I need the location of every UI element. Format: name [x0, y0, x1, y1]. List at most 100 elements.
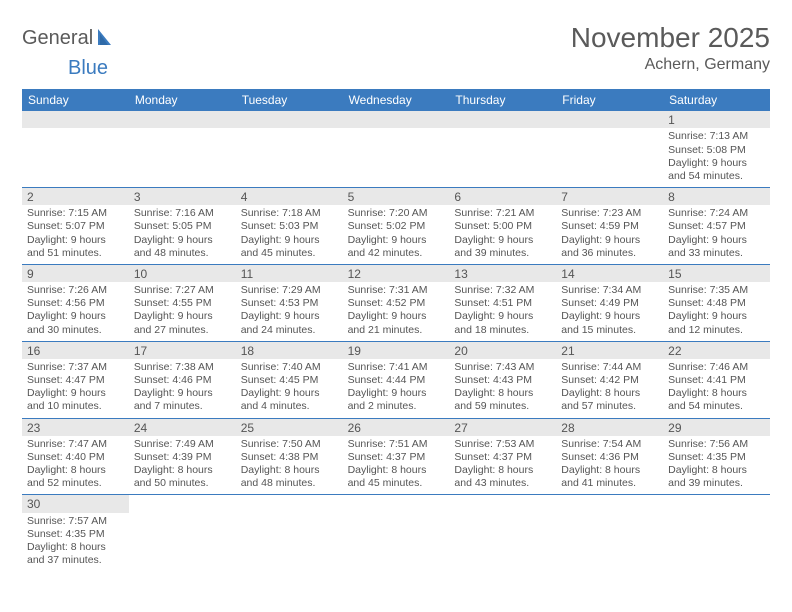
day-details [343, 511, 450, 563]
day-cell: 2Sunrise: 7:15 AMSunset: 5:07 PMDaylight… [22, 188, 129, 264]
daylight-text-1: Daylight: 9 hours [561, 310, 658, 323]
sunset-text: Sunset: 4:52 PM [348, 297, 445, 310]
day-cell: 4Sunrise: 7:18 AMSunset: 5:03 PMDaylight… [236, 188, 343, 264]
sunrise-text: Sunrise: 7:53 AM [454, 438, 551, 451]
sunrise-text: Sunrise: 7:13 AM [668, 130, 765, 143]
daylight-text-1: Daylight: 9 hours [348, 234, 445, 247]
day-number: 25 [236, 419, 343, 436]
day-details: Sunrise: 7:57 AMSunset: 4:35 PMDaylight:… [22, 513, 129, 572]
day-number: 11 [236, 265, 343, 282]
sunset-text: Sunset: 5:02 PM [348, 220, 445, 233]
daylight-text-2: and 52 minutes. [27, 477, 124, 490]
daylight-text-2: and 7 minutes. [134, 400, 231, 413]
day-details [343, 128, 450, 180]
daylight-text-2: and 18 minutes. [454, 324, 551, 337]
weekday-header: Sunday Monday Tuesday Wednesday Thursday… [22, 89, 770, 111]
sunrise-text: Sunrise: 7:24 AM [668, 207, 765, 220]
sunrise-text: Sunrise: 7:31 AM [348, 284, 445, 297]
day-details: Sunrise: 7:54 AMSunset: 4:36 PMDaylight:… [556, 436, 663, 495]
day-details: Sunrise: 7:37 AMSunset: 4:47 PMDaylight:… [22, 359, 129, 418]
sunrise-text: Sunrise: 7:57 AM [27, 515, 124, 528]
day-details [449, 128, 556, 180]
day-number [449, 111, 556, 128]
sunset-text: Sunset: 4:51 PM [454, 297, 551, 310]
day-details: Sunrise: 7:47 AMSunset: 4:40 PMDaylight:… [22, 436, 129, 495]
daylight-text-2: and 51 minutes. [27, 247, 124, 260]
sunset-text: Sunset: 4:53 PM [241, 297, 338, 310]
day-details: Sunrise: 7:15 AMSunset: 5:07 PMDaylight:… [22, 205, 129, 264]
daylight-text-1: Daylight: 8 hours [561, 464, 658, 477]
sunset-text: Sunset: 4:42 PM [561, 374, 658, 387]
day-number: 6 [449, 188, 556, 205]
day-number: 3 [129, 188, 236, 205]
day-details: Sunrise: 7:56 AMSunset: 4:35 PMDaylight:… [663, 436, 770, 495]
day-number: 7 [556, 188, 663, 205]
sunrise-text: Sunrise: 7:47 AM [27, 438, 124, 451]
daylight-text-2: and 48 minutes. [134, 247, 231, 260]
sunset-text: Sunset: 4:49 PM [561, 297, 658, 310]
daylight-text-2: and 39 minutes. [668, 477, 765, 490]
sunrise-text: Sunrise: 7:21 AM [454, 207, 551, 220]
day-details: Sunrise: 7:24 AMSunset: 4:57 PMDaylight:… [663, 205, 770, 264]
empty-cell [22, 111, 129, 187]
day-details [22, 128, 129, 180]
day-number: 22 [663, 342, 770, 359]
day-cell: 11Sunrise: 7:29 AMSunset: 4:53 PMDayligh… [236, 265, 343, 341]
sunset-text: Sunset: 4:47 PM [27, 374, 124, 387]
day-cell: 14Sunrise: 7:34 AMSunset: 4:49 PMDayligh… [556, 265, 663, 341]
week-row: 16Sunrise: 7:37 AMSunset: 4:47 PMDayligh… [22, 342, 770, 419]
daylight-text-1: Daylight: 9 hours [134, 234, 231, 247]
daylight-text-2: and 21 minutes. [348, 324, 445, 337]
daylight-text-2: and 39 minutes. [454, 247, 551, 260]
logo-text-general: General [22, 28, 93, 48]
day-number: 10 [129, 265, 236, 282]
day-details: Sunrise: 7:34 AMSunset: 4:49 PMDaylight:… [556, 282, 663, 341]
sunrise-text: Sunrise: 7:51 AM [348, 438, 445, 451]
daylight-text-2: and 57 minutes. [561, 400, 658, 413]
day-cell: 16Sunrise: 7:37 AMSunset: 4:47 PMDayligh… [22, 342, 129, 418]
sunset-text: Sunset: 4:43 PM [454, 374, 551, 387]
empty-cell [449, 495, 556, 571]
daylight-text-1: Daylight: 9 hours [241, 310, 338, 323]
day-details: Sunrise: 7:50 AMSunset: 4:38 PMDaylight:… [236, 436, 343, 495]
day-cell: 25Sunrise: 7:50 AMSunset: 4:38 PMDayligh… [236, 419, 343, 495]
empty-cell [343, 111, 450, 187]
daylight-text-2: and 15 minutes. [561, 324, 658, 337]
day-details: Sunrise: 7:51 AMSunset: 4:37 PMDaylight:… [343, 436, 450, 495]
day-number [236, 111, 343, 128]
daylight-text-1: Daylight: 9 hours [27, 234, 124, 247]
daylight-text-1: Daylight: 8 hours [668, 464, 765, 477]
location-label: Achern, Germany [571, 56, 770, 74]
daylight-text-1: Daylight: 9 hours [668, 157, 765, 170]
day-details: Sunrise: 7:44 AMSunset: 4:42 PMDaylight:… [556, 359, 663, 418]
empty-cell [343, 495, 450, 571]
day-details [449, 511, 556, 563]
day-number [129, 495, 236, 511]
day-number [556, 495, 663, 511]
sunrise-text: Sunrise: 7:15 AM [27, 207, 124, 220]
empty-cell [236, 495, 343, 571]
day-cell: 27Sunrise: 7:53 AMSunset: 4:37 PMDayligh… [449, 419, 556, 495]
day-number [236, 495, 343, 511]
day-cell: 22Sunrise: 7:46 AMSunset: 4:41 PMDayligh… [663, 342, 770, 418]
day-cell: 5Sunrise: 7:20 AMSunset: 5:02 PMDaylight… [343, 188, 450, 264]
day-cell: 23Sunrise: 7:47 AMSunset: 4:40 PMDayligh… [22, 419, 129, 495]
sunset-text: Sunset: 4:44 PM [348, 374, 445, 387]
day-details: Sunrise: 7:21 AMSunset: 5:00 PMDaylight:… [449, 205, 556, 264]
weekday-sat: Saturday [663, 89, 770, 111]
day-cell: 9Sunrise: 7:26 AMSunset: 4:56 PMDaylight… [22, 265, 129, 341]
daylight-text-1: Daylight: 8 hours [241, 464, 338, 477]
sunrise-text: Sunrise: 7:49 AM [134, 438, 231, 451]
day-number: 5 [343, 188, 450, 205]
empty-cell [236, 111, 343, 187]
empty-cell [556, 495, 663, 571]
weekday-tue: Tuesday [236, 89, 343, 111]
empty-cell [129, 495, 236, 571]
day-number: 9 [22, 265, 129, 282]
sunset-text: Sunset: 4:38 PM [241, 451, 338, 464]
day-cell: 26Sunrise: 7:51 AMSunset: 4:37 PMDayligh… [343, 419, 450, 495]
day-number: 29 [663, 419, 770, 436]
daylight-text-1: Daylight: 8 hours [454, 387, 551, 400]
day-cell: 8Sunrise: 7:24 AMSunset: 4:57 PMDaylight… [663, 188, 770, 264]
day-details: Sunrise: 7:20 AMSunset: 5:02 PMDaylight:… [343, 205, 450, 264]
